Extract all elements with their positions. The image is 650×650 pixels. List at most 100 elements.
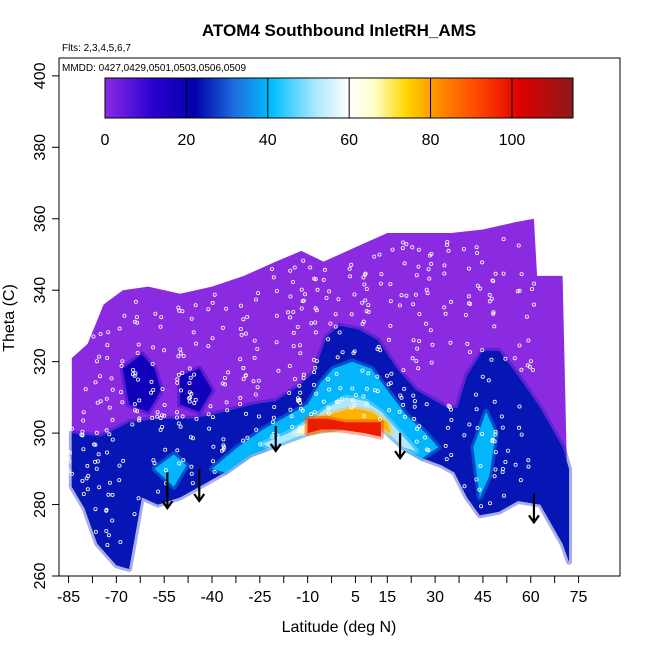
observation-point	[292, 376, 297, 381]
observation-point	[133, 408, 138, 413]
observation-point	[491, 311, 496, 316]
observation-point	[525, 363, 530, 368]
observation-point	[85, 487, 90, 492]
observation-point	[301, 375, 306, 380]
observation-point	[117, 326, 122, 331]
observation-point	[363, 298, 368, 303]
observation-point	[149, 390, 154, 395]
observation-point	[84, 476, 89, 481]
observation-point	[163, 447, 168, 452]
observation-point	[67, 414, 72, 419]
observation-point	[513, 462, 518, 467]
observation-point	[130, 367, 135, 372]
observation-point	[153, 311, 158, 316]
observation-point	[175, 448, 180, 453]
observation-point	[210, 459, 215, 464]
observation-point	[98, 374, 103, 379]
y-tick-label: 380	[32, 134, 49, 161]
observation-point	[352, 403, 357, 408]
observation-point	[79, 432, 84, 437]
observation-point	[526, 338, 531, 343]
observation-point	[130, 372, 135, 377]
observation-point	[384, 373, 389, 378]
observation-point	[152, 461, 157, 466]
observation-point	[110, 518, 115, 523]
observation-point	[243, 373, 248, 378]
observation-point	[194, 416, 199, 421]
observation-point	[442, 263, 447, 268]
observation-point	[500, 425, 505, 430]
observation-point	[134, 315, 139, 320]
observation-point	[312, 370, 317, 375]
observation-point	[426, 447, 431, 452]
observation-point	[480, 348, 485, 353]
observation-point	[321, 277, 326, 282]
observation-point	[491, 278, 496, 283]
observation-point	[349, 262, 354, 267]
observation-point	[302, 292, 307, 297]
observation-point	[333, 312, 338, 317]
observation-point	[105, 355, 110, 360]
observation-point	[192, 372, 197, 377]
observation-point	[105, 450, 110, 455]
observation-point	[427, 276, 432, 281]
observation-point	[118, 540, 123, 545]
colorbar-tick-label: 100	[499, 132, 526, 149]
observation-point	[532, 302, 537, 307]
x-tick-label: 75	[570, 589, 588, 606]
observation-point	[411, 338, 416, 343]
observation-point	[412, 399, 417, 404]
observation-point	[238, 401, 243, 406]
observation-point	[299, 306, 304, 311]
observation-point	[274, 288, 279, 293]
observation-point	[424, 402, 429, 407]
observation-point	[133, 299, 138, 304]
observation-point	[350, 398, 355, 403]
observation-point	[120, 359, 125, 364]
data-field	[63, 218, 572, 572]
observation-point	[187, 390, 192, 395]
observation-point	[314, 391, 319, 396]
observation-point	[180, 309, 185, 314]
observation-point	[288, 268, 293, 273]
observation-point	[480, 374, 485, 379]
observation-point	[135, 350, 140, 355]
observation-point	[467, 422, 472, 427]
observation-point	[160, 424, 165, 429]
observation-point	[271, 415, 276, 420]
y-tick-label: 340	[32, 277, 49, 304]
observation-point	[493, 271, 498, 276]
observation-point	[190, 481, 195, 486]
observation-point	[493, 432, 498, 437]
observation-point	[212, 469, 217, 474]
observation-point	[366, 371, 371, 376]
observation-point	[91, 334, 96, 339]
observation-point	[207, 426, 212, 431]
observation-point	[135, 409, 140, 414]
observation-point	[526, 464, 531, 469]
observation-point	[297, 425, 302, 430]
observation-point	[187, 381, 192, 386]
observation-point	[377, 252, 382, 257]
observation-point	[297, 383, 302, 388]
observation-point	[444, 457, 449, 462]
observation-point	[322, 267, 327, 272]
observation-point	[347, 266, 352, 271]
observation-point	[285, 310, 290, 315]
observation-point	[448, 340, 453, 345]
observation-point	[404, 293, 409, 298]
observation-point	[107, 432, 112, 437]
observation-point	[416, 247, 421, 252]
x-tick-label: 30	[426, 589, 444, 606]
observation-point	[389, 371, 394, 376]
observation-point	[340, 350, 345, 355]
observation-point	[221, 437, 226, 442]
observation-point	[387, 408, 392, 413]
observation-point	[241, 438, 246, 443]
arrow-head	[161, 500, 174, 511]
observation-point	[210, 415, 215, 420]
observation-point	[188, 435, 193, 440]
observation-point	[493, 450, 498, 455]
observation-point	[530, 286, 535, 291]
observation-point	[512, 356, 517, 361]
